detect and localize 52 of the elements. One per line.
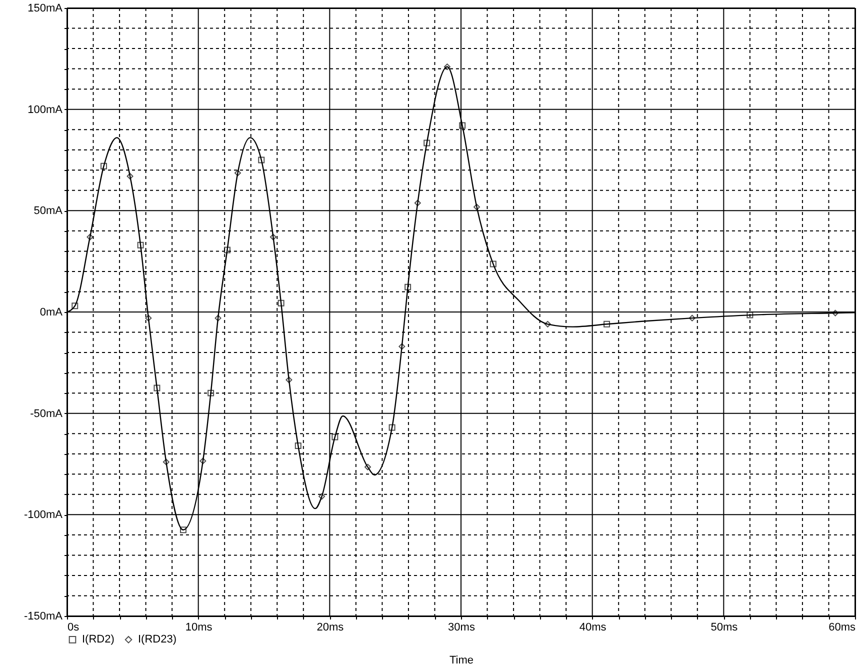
point xyxy=(604,320,610,328)
x-tick-label: 30ms xyxy=(448,622,476,634)
point xyxy=(388,424,396,431)
point xyxy=(364,464,371,470)
y-tick-label: -50mA xyxy=(30,408,64,420)
x-tick-label: 0s xyxy=(68,622,80,634)
point xyxy=(180,526,186,534)
x-tick-label: 40ms xyxy=(579,622,607,634)
y-tick-label: -100mA xyxy=(24,509,64,522)
point xyxy=(145,314,152,322)
y-tick-label: 150mA xyxy=(28,2,64,14)
point xyxy=(208,390,214,396)
point xyxy=(444,64,450,70)
point xyxy=(86,234,94,240)
point xyxy=(459,122,466,129)
point xyxy=(414,200,421,206)
point xyxy=(234,170,241,176)
point xyxy=(72,302,78,310)
point xyxy=(404,284,412,290)
legend-label: I(RD23) xyxy=(138,634,177,646)
point xyxy=(544,320,551,328)
x-tick-label: 10ms xyxy=(185,622,213,634)
y-tick-label: 0mA xyxy=(40,306,64,318)
x-axis-title: Time xyxy=(449,654,474,666)
point xyxy=(286,376,292,384)
point xyxy=(294,442,302,449)
legend-label: I(RD2) xyxy=(82,634,114,646)
point xyxy=(126,172,134,180)
point xyxy=(224,246,230,254)
point xyxy=(162,458,170,466)
y-tick-label: -150mA xyxy=(24,610,64,622)
x-tick-label: 50ms xyxy=(710,622,738,634)
point xyxy=(278,300,284,306)
y-tick-label: 100mA xyxy=(28,104,64,116)
point xyxy=(398,343,406,350)
point xyxy=(318,493,326,500)
point xyxy=(270,234,276,240)
point xyxy=(746,312,754,318)
y-tick-label: 50mA xyxy=(34,205,64,218)
point xyxy=(332,434,338,440)
x-tick-label: 20ms xyxy=(316,622,344,634)
point xyxy=(100,162,108,170)
x-tick-label: 60ms xyxy=(828,622,856,634)
point xyxy=(258,156,265,164)
point xyxy=(154,384,160,392)
point xyxy=(688,314,696,322)
point xyxy=(214,314,222,322)
point xyxy=(424,140,430,146)
point xyxy=(490,260,496,268)
point xyxy=(474,204,480,210)
point xyxy=(137,242,144,248)
point xyxy=(200,458,206,464)
